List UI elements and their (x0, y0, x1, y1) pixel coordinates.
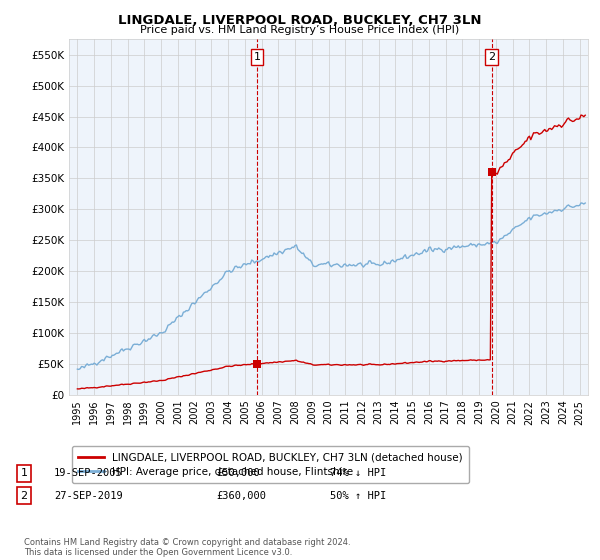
Text: 2: 2 (488, 52, 495, 62)
Text: 74% ↓ HPI: 74% ↓ HPI (330, 468, 386, 478)
Text: £360,000: £360,000 (216, 491, 266, 501)
Text: 19-SEP-2005: 19-SEP-2005 (54, 468, 123, 478)
Text: £50,000: £50,000 (216, 468, 260, 478)
Text: 27-SEP-2019: 27-SEP-2019 (54, 491, 123, 501)
Text: Price paid vs. HM Land Registry’s House Price Index (HPI): Price paid vs. HM Land Registry’s House … (140, 25, 460, 35)
Legend: LINGDALE, LIVERPOOL ROAD, BUCKLEY, CH7 3LN (detached house), HPI: Average price,: LINGDALE, LIVERPOOL ROAD, BUCKLEY, CH7 3… (71, 446, 469, 483)
Text: LINGDALE, LIVERPOOL ROAD, BUCKLEY, CH7 3LN: LINGDALE, LIVERPOOL ROAD, BUCKLEY, CH7 3… (118, 14, 482, 27)
Text: 2: 2 (20, 491, 28, 501)
Text: 50% ↑ HPI: 50% ↑ HPI (330, 491, 386, 501)
Text: 1: 1 (253, 52, 260, 62)
Text: Contains HM Land Registry data © Crown copyright and database right 2024.
This d: Contains HM Land Registry data © Crown c… (24, 538, 350, 557)
Text: 1: 1 (20, 468, 28, 478)
